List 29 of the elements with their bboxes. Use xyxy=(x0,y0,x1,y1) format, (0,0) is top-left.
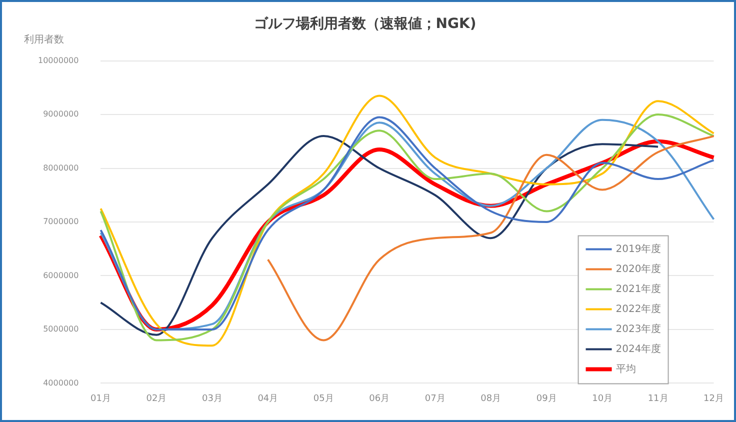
y-axis-title: 利用者数 xyxy=(24,34,64,46)
chart-title: ゴルフ場利用者数（速報値；NGK) xyxy=(254,16,476,32)
y-tick-label: 5000000 xyxy=(43,324,79,334)
y-tick-label: 7000000 xyxy=(43,217,79,226)
y-tick-label: 10000000 xyxy=(38,56,79,65)
x-tick-label: 01月 xyxy=(90,394,111,404)
x-tick-label: 02月 xyxy=(146,394,167,404)
x-tick-label: 03月 xyxy=(202,394,222,404)
x-tick-label: 05月 xyxy=(313,394,334,404)
y-tick-label: 9000000 xyxy=(43,110,79,119)
legend-label: 2021年度 xyxy=(616,282,662,295)
legend-label: 2020年度 xyxy=(616,262,662,275)
x-tick-label: 04月 xyxy=(258,394,278,404)
x-tick-label: 08月 xyxy=(480,394,502,404)
y-tick-label: 4000000 xyxy=(43,378,79,388)
x-tick-label: 12月 xyxy=(704,394,724,404)
line-series xyxy=(266,135,715,342)
x-tick-label: 11月 xyxy=(648,394,668,404)
y-tick-label: 8000000 xyxy=(43,163,79,172)
legend-label: 2022年度 xyxy=(616,302,662,315)
x-tick-label: 06月 xyxy=(369,394,390,404)
legend-label: 平均 xyxy=(616,362,636,375)
x-tick-label: 09月 xyxy=(536,394,557,404)
legend-label: 2024年度 xyxy=(616,342,662,355)
y-tick-label: 6000000 xyxy=(43,270,79,280)
legend-label: 2023年度 xyxy=(616,322,662,335)
x-tick-label: 07月 xyxy=(424,394,446,404)
x-tick-label: 10月 xyxy=(592,394,613,404)
legend-label: 2019年度 xyxy=(616,242,662,255)
